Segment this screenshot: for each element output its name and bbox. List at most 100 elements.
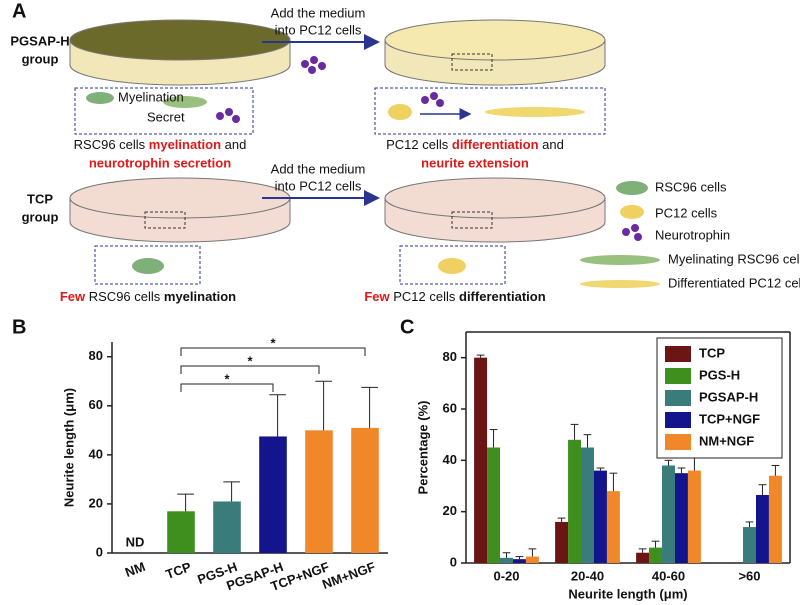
y-tick-label: 0 [450,554,457,569]
error-bar [596,467,605,471]
error-bar [638,548,647,553]
bar [351,427,379,553]
caption: neurite extension [421,155,529,170]
inset [374,87,606,135]
error-bar [758,484,767,495]
arrow-text: into PC12 cells [275,178,362,193]
legend-swatch [665,390,691,406]
inset-label: Secret [147,109,185,124]
neurotrophin [301,56,326,74]
legend-swatch [665,346,691,362]
significance-label: * [224,371,230,386]
y-tick-label: 60 [443,400,457,415]
value-label: ND [126,534,145,549]
inset [94,245,201,285]
x-tick-label: 20-40 [571,568,604,583]
cell [485,107,585,117]
legend-label: PGSAP-H [699,389,758,404]
y-tick-label: 20 [443,503,457,518]
dish [384,177,606,243]
error-bar [570,423,579,440]
arrow-text: Add the medium [271,161,366,176]
bar [474,357,488,563]
group-label: group [22,51,59,66]
x-tick-label: >60 [738,568,760,583]
x-tick-label: 0-20 [493,568,519,583]
dish [69,19,291,86]
significance-label: * [270,335,276,350]
error-bar [651,540,660,548]
caption-part: differentiation [459,289,546,304]
error-bar [745,521,754,528]
error-bar [361,386,378,428]
error-bar [502,552,511,558]
significance-bracket [180,365,320,374]
bar [687,470,701,563]
neurotrophin [421,92,444,107]
bar [525,556,539,563]
bar [213,501,241,553]
caption-part: Few [60,289,86,304]
error-bar [677,467,686,474]
bar [581,447,594,563]
caption-part: PC12 cells [386,137,452,152]
caption: neurotrophin secretion [89,155,231,170]
caption-part: RSC96 cells [85,289,164,304]
legend-icon [580,255,660,265]
bar [662,465,675,563]
caption-part: differentiation [452,137,539,152]
y-tick-label: 20 [89,495,103,510]
error-bar [557,517,566,522]
x-tick-label: NM [123,559,147,580]
y-tick-label: 40 [443,452,457,467]
caption: RSC96 cells myelination and [74,137,247,152]
panel-a: A PGSAP-H group TCP group Add the medium… [10,0,800,304]
bar [555,521,569,563]
x-tick-label: TCP [164,559,194,582]
significance-bracket [180,383,274,392]
bar [674,473,688,563]
arrow-text: into PC12 cells [275,22,362,37]
caption-part: and [221,137,246,152]
panel-label: A [12,0,26,22]
legend-label: TCP+NGF [699,411,760,426]
bar [259,436,287,553]
cell [86,92,114,104]
dish [69,177,291,243]
legend-label: Differentiated PC12 cells [668,275,800,290]
cell [163,96,207,108]
y-axis-label: Neurite length (μm) [61,388,76,507]
y-tick-label: 40 [89,446,103,461]
x-tick-label: 40-60 [652,568,685,583]
dish [384,19,606,86]
bar [512,559,526,563]
legend-label: Neurotrophin [655,227,730,242]
y-tick-label: 80 [443,349,457,364]
error-bar [269,394,286,437]
legend-label: PC12 cells [655,205,718,220]
bar [593,470,607,563]
error-bar [528,548,537,557]
panel-label: C [400,316,414,338]
neurotrophin [216,108,240,123]
caption-part: PC12 cells [390,289,459,304]
inset-label: Myelination [118,89,184,104]
caption: PC12 cells differentiation and [386,137,564,152]
bar [568,439,582,563]
bar [487,447,501,563]
caption-part: myelination [149,137,221,152]
legend-icon [620,205,644,219]
legend-label: RSC96 cells [655,179,727,194]
y-axis-label: Percentage (%) [415,401,430,495]
cell [388,104,412,120]
bar [649,547,663,563]
cell [132,258,164,274]
legend-icon [622,224,642,241]
bar [755,494,769,563]
caption-part: Few [364,289,390,304]
y-tick-label: 0 [96,544,103,559]
panel-label: B [12,316,26,338]
error-bar [609,472,618,492]
caption-part: myelination [164,289,236,304]
